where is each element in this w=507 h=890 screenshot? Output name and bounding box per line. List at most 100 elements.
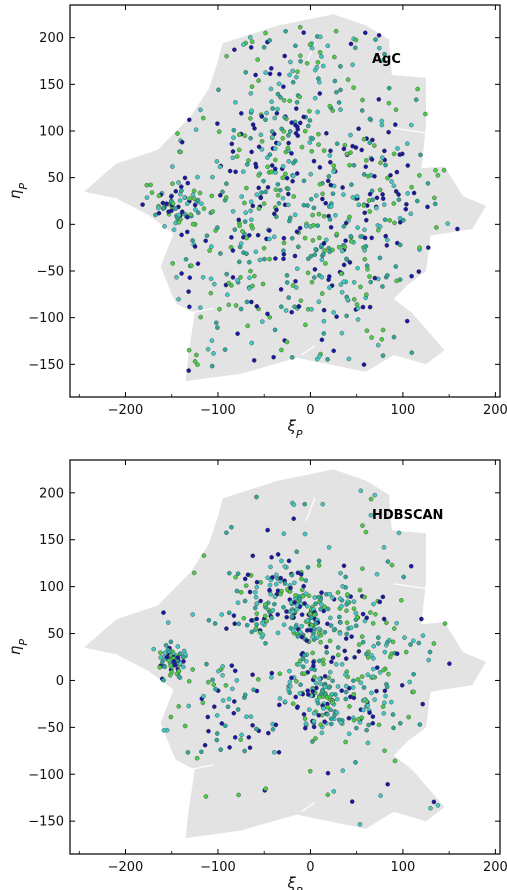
data-point	[271, 354, 276, 360]
data-point	[257, 630, 263, 635]
data-point	[281, 84, 286, 89]
data-point	[286, 191, 291, 197]
data-point	[242, 576, 248, 582]
data-point	[343, 238, 348, 243]
data-point	[337, 596, 343, 601]
data-point	[312, 595, 317, 600]
data-point	[286, 133, 291, 138]
data-point	[382, 688, 388, 694]
data-point	[164, 654, 170, 660]
data-point	[359, 674, 365, 679]
data-point	[379, 122, 385, 128]
x-tick-label: −100	[200, 860, 236, 875]
data-point	[265, 527, 270, 533]
data-point	[320, 657, 326, 663]
data-point	[249, 84, 255, 89]
data-point	[168, 639, 174, 645]
data-point	[290, 68, 295, 74]
data-point	[275, 630, 281, 636]
data-point	[176, 674, 182, 679]
data-point	[362, 235, 368, 241]
data-point	[312, 95, 318, 101]
data-point	[309, 45, 315, 51]
data-point	[393, 107, 399, 112]
data-point	[279, 558, 284, 564]
data-point	[230, 155, 236, 161]
data-point	[263, 786, 268, 791]
data-point	[404, 202, 409, 207]
data-point	[390, 712, 396, 717]
data-point	[300, 587, 305, 593]
data-point	[360, 97, 365, 103]
data-point	[281, 605, 286, 610]
data-point	[325, 178, 331, 184]
data-point	[341, 279, 347, 284]
data-point	[305, 565, 311, 570]
data-point	[289, 309, 294, 315]
data-point	[250, 723, 255, 728]
data-point	[335, 590, 341, 595]
data-point	[312, 252, 318, 257]
data-point	[229, 663, 235, 668]
data-point	[286, 295, 291, 300]
data-point	[356, 202, 362, 208]
data-point	[170, 164, 175, 169]
data-point	[296, 244, 301, 250]
data-point	[327, 694, 333, 700]
data-point	[381, 545, 387, 550]
data-point	[377, 670, 383, 675]
data-point	[296, 662, 302, 667]
data-point	[375, 342, 381, 348]
data-point	[278, 591, 283, 597]
data-point	[384, 243, 390, 248]
data-point	[372, 143, 377, 148]
data-point	[281, 531, 287, 536]
data-point	[307, 108, 312, 114]
data-point	[234, 588, 240, 594]
data-point	[301, 178, 307, 184]
y-tick-label: 100	[39, 580, 64, 595]
data-point	[297, 629, 303, 635]
data-point	[273, 722, 279, 728]
data-point	[256, 144, 262, 150]
data-point	[267, 582, 273, 588]
data-point	[359, 634, 365, 639]
data-point	[368, 610, 373, 615]
data-point	[312, 267, 318, 272]
data-point	[320, 501, 325, 507]
data-point	[255, 57, 260, 62]
data-point	[313, 736, 318, 741]
data-point	[308, 171, 313, 177]
data-point	[166, 209, 171, 214]
data-point	[205, 346, 211, 352]
data-point	[275, 182, 281, 187]
data-point	[334, 231, 340, 237]
data-point	[360, 304, 366, 310]
data-point	[386, 100, 392, 106]
data-point	[298, 59, 303, 64]
data-point	[368, 512, 374, 518]
data-point	[245, 323, 250, 329]
data-point	[385, 175, 390, 181]
data-point	[223, 683, 229, 688]
data-point	[284, 614, 289, 620]
data-point	[335, 684, 341, 689]
data-point	[402, 635, 407, 640]
data-point	[310, 650, 315, 656]
data-point	[238, 275, 243, 280]
data-point	[250, 203, 256, 209]
y-tick-label: 100	[39, 125, 64, 140]
data-point	[367, 710, 372, 715]
data-point	[299, 576, 304, 582]
data-point	[299, 612, 305, 617]
data-point	[269, 670, 275, 676]
data-point	[326, 545, 332, 550]
data-point	[210, 174, 215, 180]
data-point	[249, 629, 255, 635]
data-point	[328, 669, 333, 675]
data-point	[344, 608, 349, 613]
data-point	[287, 679, 293, 685]
data-point	[243, 70, 248, 75]
data-point	[362, 257, 368, 262]
chip-gap-1	[393, 583, 427, 590]
